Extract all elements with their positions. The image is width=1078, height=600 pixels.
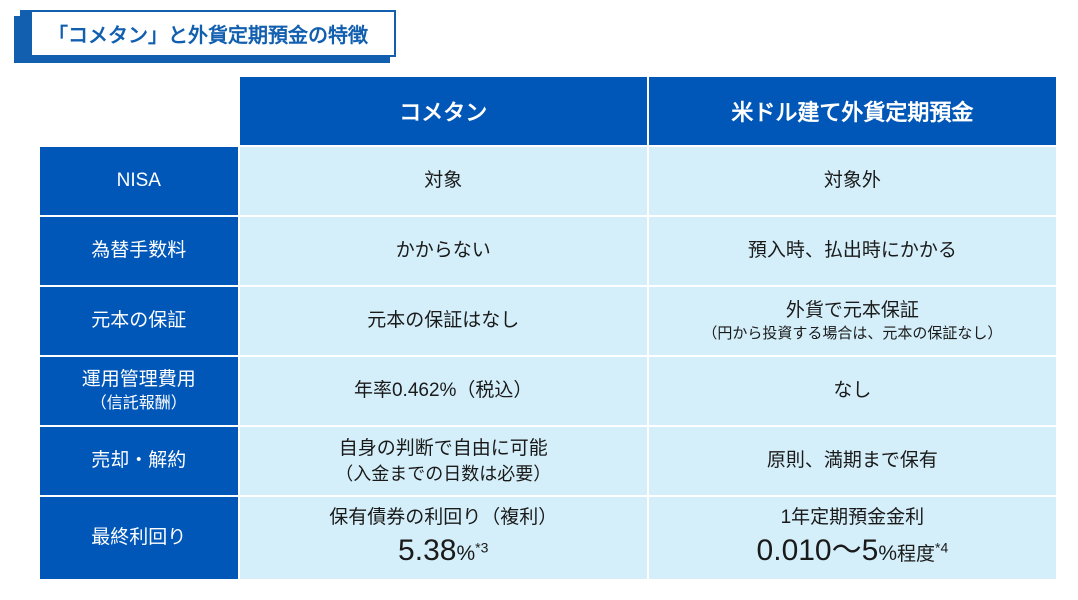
table-row: 運用管理費用 （信託報酬） 年率0.462%（税込） なし (39, 356, 1057, 426)
cell-yield-c2-big: 0.010～5 (757, 534, 879, 567)
cell-yield-c2-suffix: 程度 (897, 544, 935, 565)
cell-nisa-c1: 対象 (239, 146, 648, 216)
cell-yield-c1-note: *3 (475, 539, 488, 555)
header-col-kometan: コメタン (239, 76, 648, 146)
table-row: NISA 対象 対象外 (39, 146, 1057, 216)
cell-sell-c2: 原則、満期まで保有 (648, 426, 1057, 496)
cell-yield-c2: 1年定期預金金利 0.010～5%程度*4 (648, 496, 1057, 580)
cell-sell-c1: 自身の判断で自由に可能 （入金までの日数は必要） (239, 426, 648, 496)
row-label-yield: 最終利回り (39, 496, 239, 580)
cell-yield-c1-main: 保有債券の利回り（複利） (329, 507, 557, 528)
header-blank (39, 76, 239, 146)
row-label-sell: 売却・解約 (39, 426, 239, 496)
cell-yield-c1-big: 5.38 (398, 534, 456, 567)
row-label-nisa: NISA (39, 146, 239, 216)
cell-fxfee-c2: 預入時、払出時にかかる (648, 216, 1057, 286)
cell-nisa-c2: 対象外 (648, 146, 1057, 216)
cell-principal-c1: 元本の保証はなし (239, 286, 648, 356)
cell-principal-c2-main: 外貨で元本保証 (786, 300, 919, 321)
table-row: 元本の保証 元本の保証はなし 外貨で元本保証 （円から投資する場合は、元本の保証… (39, 286, 1057, 356)
cell-yield-c1: 保有債券の利回り（複利） 5.38%*3 (239, 496, 648, 580)
header-row: コメタン 米ドル建て外貨定期預金 (39, 76, 1057, 146)
cell-yield-c2-note: *4 (935, 539, 948, 555)
cell-sell-c1-main: 自身の判断で自由に可能 (339, 438, 548, 459)
title-text: 「コメタン」と外貨定期預金の特徴 (48, 25, 368, 47)
cell-sell-c1-sub: （入金までの日数は必要） (246, 462, 641, 486)
comparison-table: コメタン 米ドル建て外貨定期預金 NISA 対象 対象外 為替手数料 かからない… (38, 75, 1058, 581)
header-col-usd: 米ドル建て外貨定期預金 (648, 76, 1057, 146)
cell-fxfee-c1: かからない (239, 216, 648, 286)
cell-yield-c2-unit: % (878, 542, 897, 565)
row-label-fxfee: 為替手数料 (39, 216, 239, 286)
row-label-mgmtfee-sub: （信託報酬） (44, 393, 234, 415)
row-label-principal: 元本の保証 (39, 286, 239, 356)
table-row: 売却・解約 自身の判断で自由に可能 （入金までの日数は必要） 原則、満期まで保有 (39, 426, 1057, 496)
cell-principal-c2: 外貨で元本保証 （円から投資する場合は、元本の保証なし） (648, 286, 1057, 356)
row-label-mgmtfee-main: 運用管理費用 (82, 369, 196, 390)
cell-mgmtfee-c2: なし (648, 356, 1057, 426)
cell-yield-c1-unit: % (456, 542, 475, 565)
table-row: 為替手数料 かからない 預入時、払出時にかかる (39, 216, 1057, 286)
cell-principal-c2-sub: （円から投資する場合は、元本の保証なし） (655, 324, 1050, 344)
table-row: 最終利回り 保有債券の利回り（複利） 5.38%*3 1年定期預金金利 0.01… (39, 496, 1057, 580)
title-banner: 「コメタン」と外貨定期預金の特徴 (20, 10, 396, 57)
cell-mgmtfee-c1: 年率0.462%（税込） (239, 356, 648, 426)
row-label-mgmtfee: 運用管理費用 （信託報酬） (39, 356, 239, 426)
cell-yield-c2-main: 1年定期預金金利 (781, 507, 925, 528)
